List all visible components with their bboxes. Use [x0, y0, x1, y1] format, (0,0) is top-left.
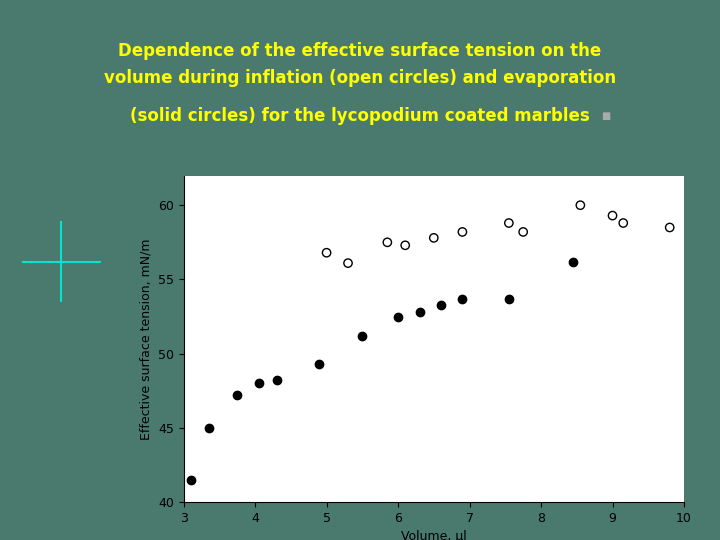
Point	[382, 238, 393, 247]
Point	[456, 228, 468, 237]
Point	[503, 294, 515, 303]
Point	[321, 248, 333, 257]
Point	[664, 223, 675, 232]
Y-axis label: Effective surface tension, mN/m: Effective surface tension, mN/m	[140, 238, 153, 440]
Point	[342, 259, 354, 267]
Point	[503, 219, 515, 227]
Point	[356, 332, 368, 340]
Point	[575, 201, 586, 210]
Point	[253, 379, 264, 388]
Text: ■: ■	[601, 111, 611, 121]
Point	[618, 219, 629, 227]
Point	[428, 234, 439, 242]
Point	[456, 294, 468, 303]
Point	[231, 391, 243, 400]
X-axis label: Volume, μl: Volume, μl	[401, 530, 467, 540]
Point	[203, 424, 215, 433]
Point	[435, 300, 446, 309]
Point	[271, 376, 282, 385]
Point	[607, 211, 618, 220]
Text: (solid circles) for the lycopodium coated marbles: (solid circles) for the lycopodium coate…	[130, 107, 590, 125]
Point	[518, 228, 529, 237]
Point	[185, 476, 197, 484]
Text: volume during inflation (open circles) and evaporation: volume during inflation (open circles) a…	[104, 69, 616, 87]
Point	[414, 308, 426, 316]
Point	[400, 241, 411, 249]
Point	[314, 360, 325, 368]
Text: Dependence of the effective surface tension on the: Dependence of the effective surface tens…	[118, 42, 602, 60]
Point	[567, 257, 579, 266]
Point	[392, 312, 404, 321]
